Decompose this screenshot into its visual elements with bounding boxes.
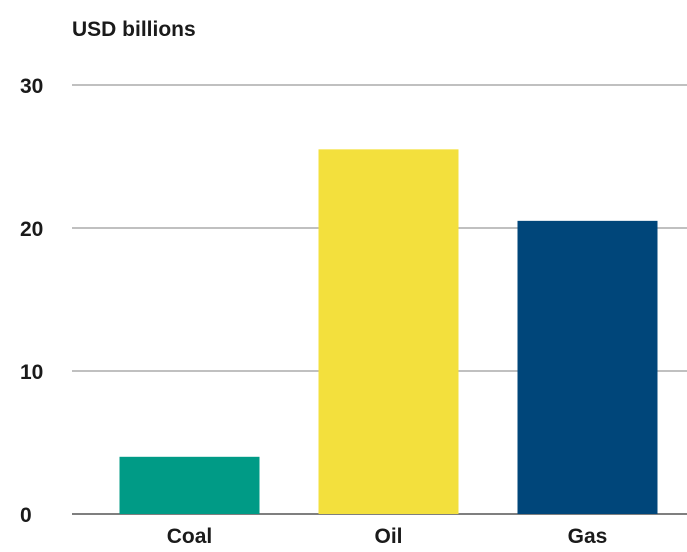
x-category-label: Gas bbox=[568, 525, 608, 548]
bar-gas bbox=[517, 220, 658, 514]
y-tick-label: 10 bbox=[20, 361, 43, 384]
bar-coal bbox=[119, 456, 260, 514]
y-tick-label: 30 bbox=[20, 75, 43, 98]
x-axis-labels: Coal Oil Gas bbox=[167, 525, 608, 548]
y-unit-label: USD billions bbox=[72, 18, 196, 41]
y-tick-label: 20 bbox=[20, 218, 43, 241]
x-category-label: Oil bbox=[374, 525, 402, 548]
y-tick-label: 0 bbox=[20, 504, 32, 527]
bar-oil bbox=[318, 149, 459, 514]
y-axis-ticks: 0 10 20 30 bbox=[20, 75, 43, 527]
x-category-label: Coal bbox=[167, 525, 213, 548]
bars bbox=[119, 149, 658, 514]
